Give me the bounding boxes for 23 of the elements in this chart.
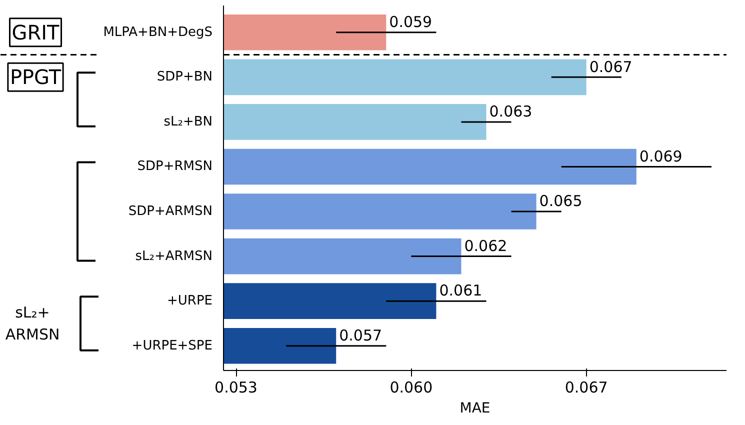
data-label: 0.062 bbox=[464, 236, 508, 255]
data-label: 0.057 bbox=[339, 326, 382, 344]
y-tick-label: SDP+RMSN bbox=[137, 159, 213, 174]
y-tick-label: +URPE bbox=[167, 294, 213, 309]
data-label: 0.069 bbox=[639, 147, 682, 166]
y-tick-label: SDP+ARMSN bbox=[128, 204, 213, 220]
data-label: 0.065 bbox=[539, 192, 582, 210]
x-axis-title: MAE bbox=[460, 400, 490, 416]
x-tick-label: 0.067 bbox=[564, 378, 608, 396]
x-tick-label: 0.060 bbox=[390, 378, 433, 396]
y-tick-label: MLPA+BN+DegS bbox=[103, 24, 213, 40]
data-label: 0.061 bbox=[439, 282, 482, 300]
text: GRIT bbox=[12, 20, 60, 44]
data-label: 0.063 bbox=[489, 102, 532, 121]
y-tick-label: SDP+BN bbox=[156, 70, 213, 85]
text: PPGT bbox=[10, 65, 62, 90]
text: sL₂+ ARMSN bbox=[5, 304, 60, 344]
y-tick-label: sL₂+ARMSN bbox=[135, 248, 213, 264]
x-tick-label: 0.053 bbox=[214, 378, 258, 396]
y-tick-label: +URPE+SPE bbox=[132, 338, 213, 354]
data-label: 0.059 bbox=[389, 12, 432, 31]
y-tick-label: sL₂+BN bbox=[164, 114, 213, 130]
data-label: 0.067 bbox=[589, 58, 632, 76]
